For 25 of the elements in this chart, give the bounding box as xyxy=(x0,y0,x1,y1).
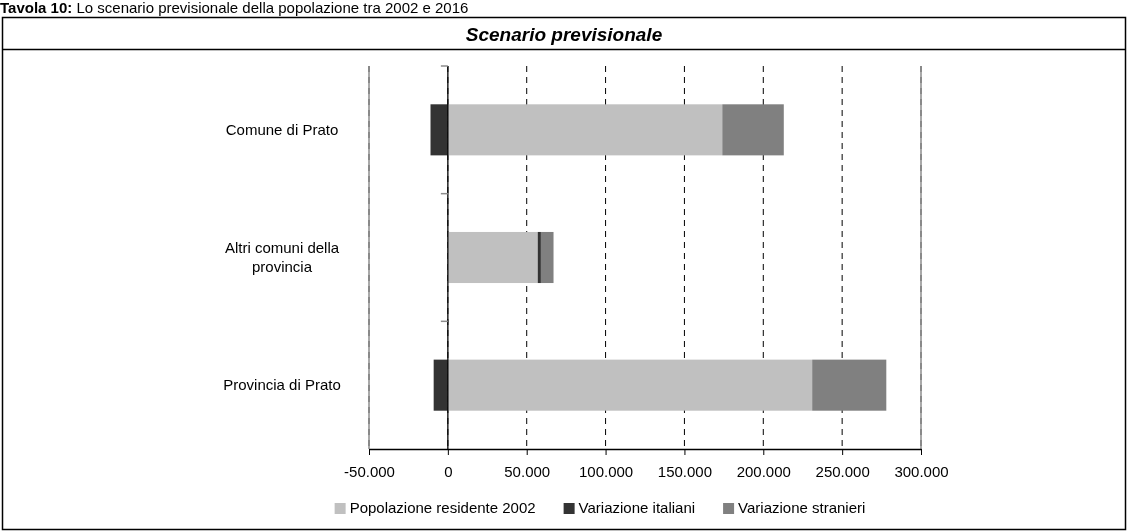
x-tick-label: 200.000 xyxy=(736,462,791,480)
x-tick-label: 100.000 xyxy=(578,462,634,480)
legend-label: Variazione stranieri xyxy=(738,499,866,517)
x-tick-label: 50.000 xyxy=(504,462,551,480)
bar xyxy=(537,231,541,284)
x-tick-label: 300.000 xyxy=(894,462,949,480)
chart-subtitle: Scenario previsionale xyxy=(465,24,663,45)
bar xyxy=(722,104,784,156)
bar xyxy=(540,231,554,284)
y-tick-label: Comune di Prato xyxy=(225,121,339,139)
x-tick-label: 0 xyxy=(444,462,453,480)
x-tick-label: 250.000 xyxy=(815,462,870,480)
legend-label: Variazione italiani xyxy=(578,499,696,517)
bar xyxy=(433,359,448,411)
text: Tavola 10: Lo scenario previsionale della popolazione tra 2002 e 2016 xyxy=(0,0,469,16)
bar xyxy=(812,359,887,411)
bar xyxy=(447,359,813,411)
x-tick-label: -50.000 xyxy=(344,462,395,480)
bar xyxy=(430,104,448,156)
y-tick-label: Provincia di Prato xyxy=(223,376,341,394)
bar xyxy=(447,231,538,284)
bar xyxy=(447,104,723,156)
y-tick-label: Altri comuni della provincia xyxy=(224,239,340,276)
legend-label: Popolazione residente 2002 xyxy=(349,499,536,517)
x-tick-label: 150.000 xyxy=(657,462,713,480)
